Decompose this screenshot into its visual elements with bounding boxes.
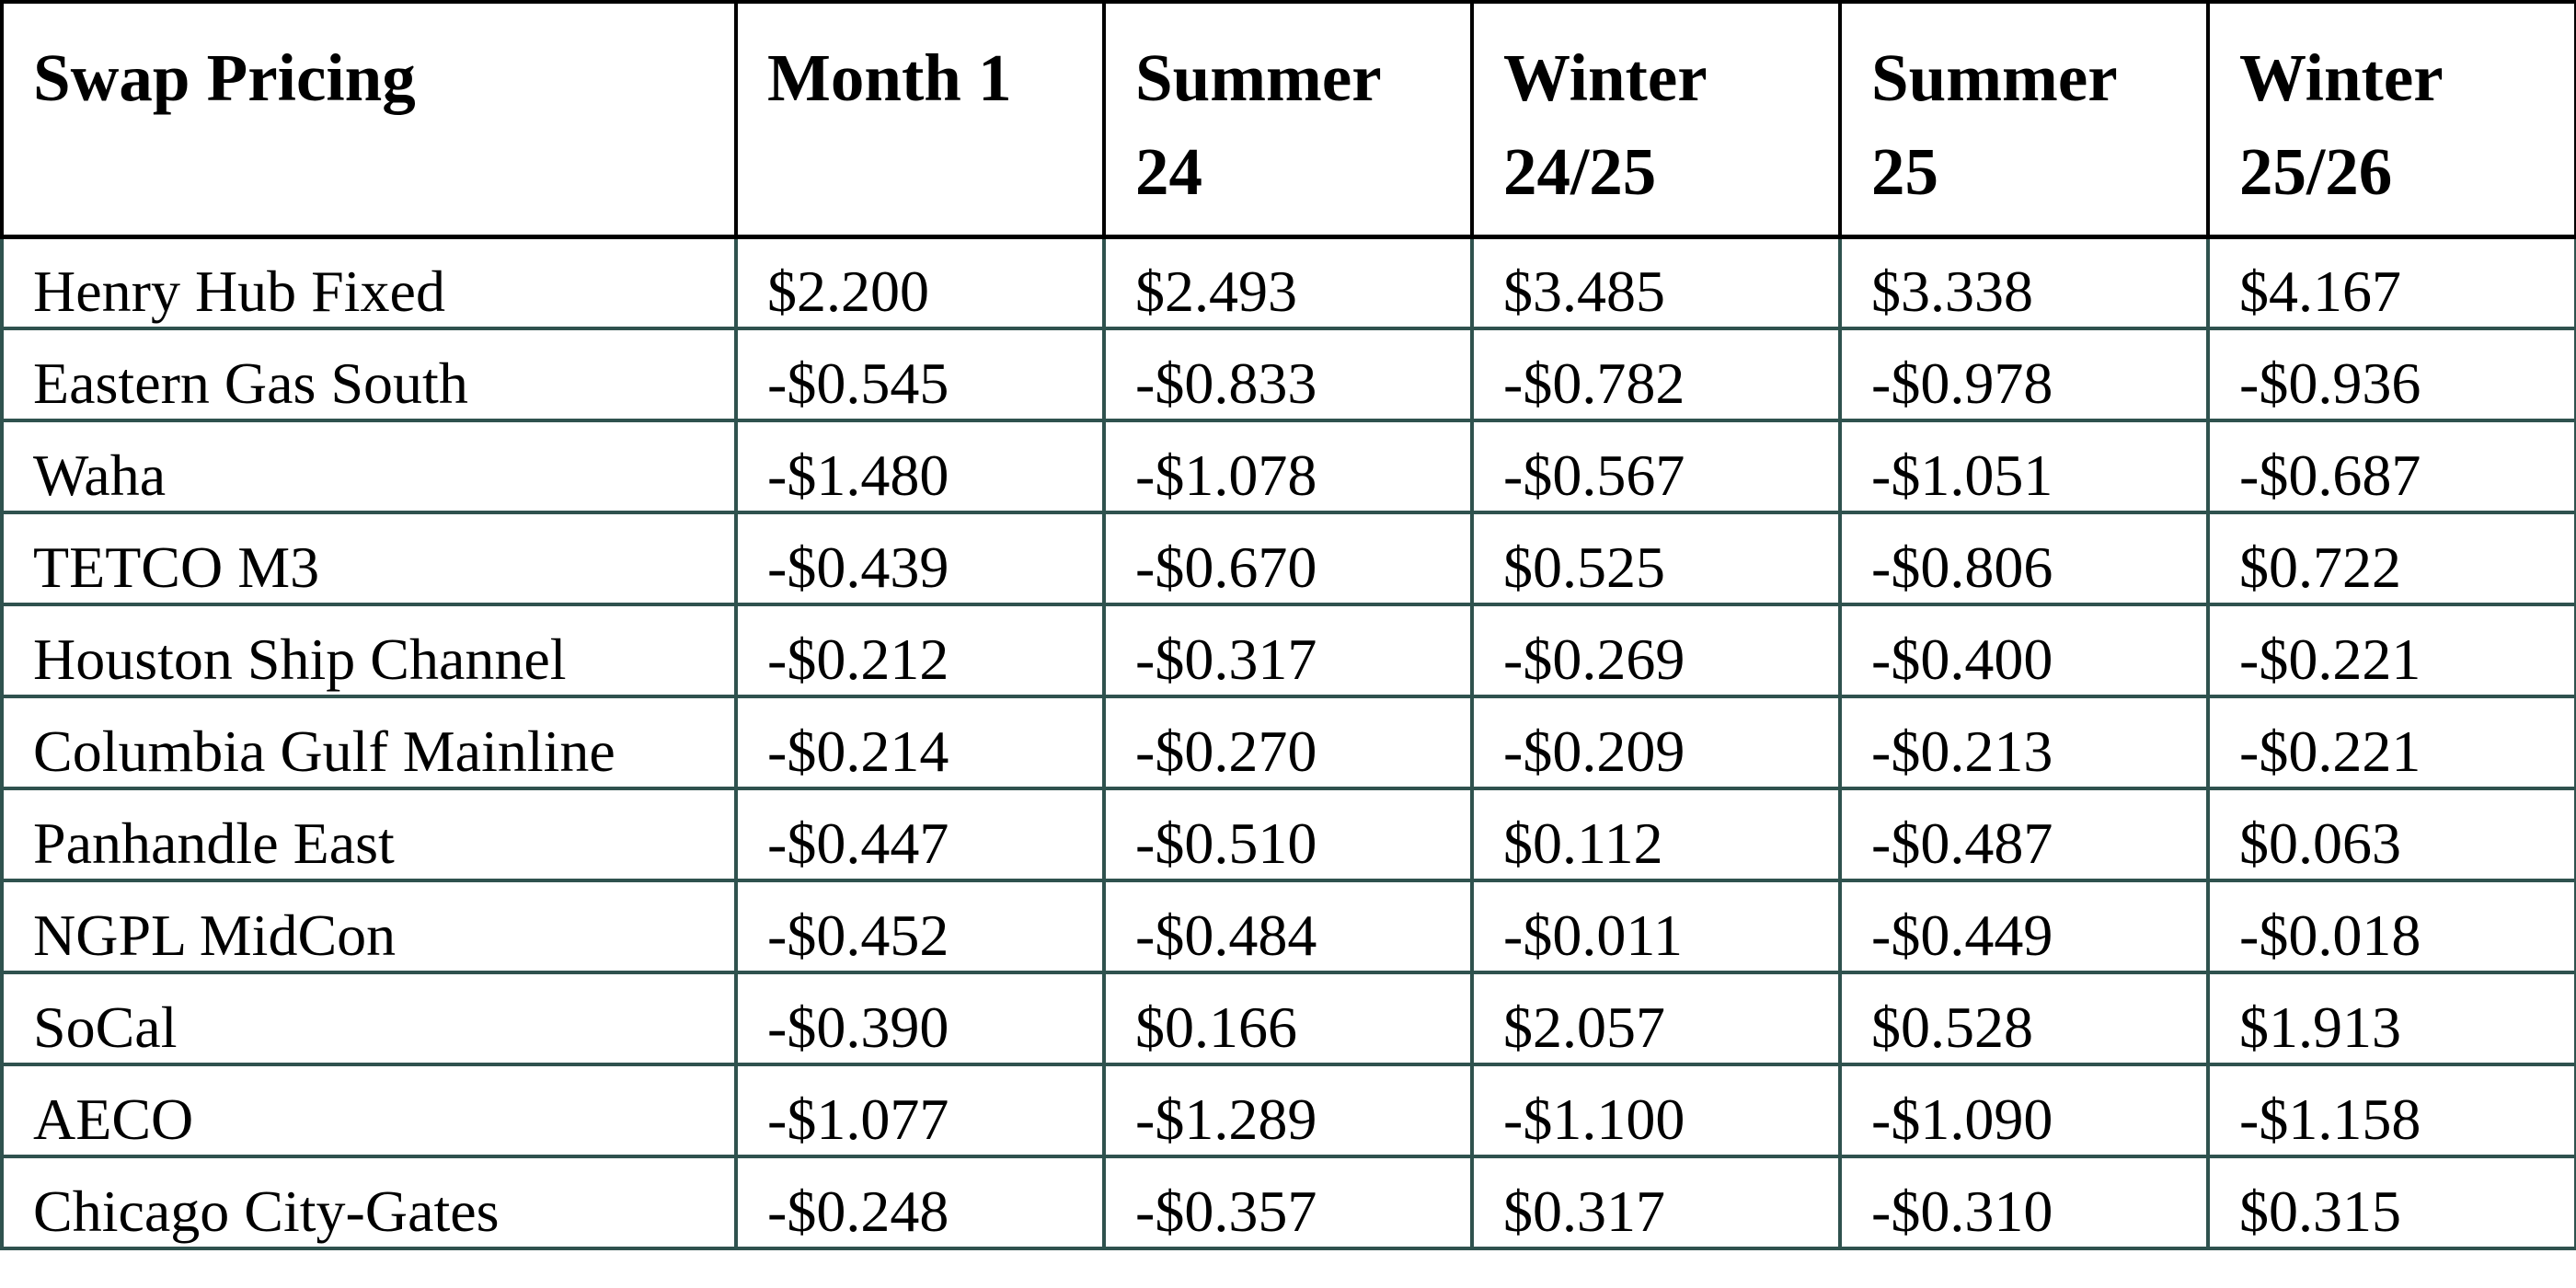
table-row: Waha -$1.480 -$1.078 -$0.567 -$1.051 -$0.687 bbox=[0, 419, 2576, 514]
price-cell: $0.528 bbox=[1838, 971, 2210, 1066]
price-cell: $0.525 bbox=[1470, 511, 1842, 606]
price-cell: -$1.090 bbox=[1838, 1063, 2210, 1158]
price-cell: -$0.487 bbox=[1838, 787, 2210, 882]
price-cell: $1.913 bbox=[2206, 971, 2576, 1066]
price-cell: -$0.806 bbox=[1838, 511, 2210, 606]
price-cell: $4.167 bbox=[2206, 235, 2576, 330]
price-cell: -$0.269 bbox=[1470, 603, 1842, 698]
price-cell: -$0.447 bbox=[734, 787, 1106, 882]
hub-name-cell: AECO bbox=[0, 1063, 738, 1158]
price-cell: -$0.357 bbox=[1102, 1155, 1474, 1250]
hub-name-cell: TETCO M3 bbox=[0, 511, 738, 606]
swap-pricing-table: Swap Pricing Month 1 Summer 24 Winter 24/25… bbox=[0, 0, 2576, 1250]
price-cell: -$0.400 bbox=[1838, 603, 2210, 698]
price-cell: -$1.078 bbox=[1102, 419, 1474, 514]
price-cell: -$0.018 bbox=[2206, 879, 2576, 974]
price-cell: -$1.077 bbox=[734, 1063, 1106, 1158]
price-cell: -$0.221 bbox=[2206, 695, 2576, 790]
hub-name-cell: Eastern Gas South bbox=[0, 327, 738, 422]
header-cell-period: Winter 25/26 bbox=[2206, 0, 2576, 239]
hub-name-cell: Panhandle East bbox=[0, 787, 738, 882]
price-cell: -$0.317 bbox=[1102, 603, 1474, 698]
table-row: Houston Ship Channel -$0.212 -$0.317 -$0.26… bbox=[0, 603, 2576, 698]
table-row: TETCO M3 -$0.439 -$0.670 $0.525 -$0.806 $0.72… bbox=[0, 511, 2576, 606]
header-cell-period: Summer 24 bbox=[1102, 0, 1474, 239]
hub-name-cell: Waha bbox=[0, 419, 738, 514]
hub-name-cell: SoCal bbox=[0, 971, 738, 1066]
hub-name-cell: Henry Hub Fixed bbox=[0, 235, 738, 330]
price-cell: -$0.209 bbox=[1470, 695, 1842, 790]
header-cell-period: Month 1 bbox=[734, 0, 1106, 239]
price-cell: -$0.248 bbox=[734, 1155, 1106, 1250]
price-cell: -$0.221 bbox=[2206, 603, 2576, 698]
hub-name-cell: Chicago City-Gates bbox=[0, 1155, 738, 1250]
price-cell: -$0.545 bbox=[734, 327, 1106, 422]
table-body: Henry Hub Fixed $2.200 $2.493 $3.485 $3.338 $… bbox=[0, 235, 2576, 1250]
price-cell: -$0.782 bbox=[1470, 327, 1842, 422]
price-cell: -$0.212 bbox=[734, 603, 1106, 698]
price-cell: -$1.480 bbox=[734, 419, 1106, 514]
price-cell: -$0.214 bbox=[734, 695, 1106, 790]
price-cell: -$0.449 bbox=[1838, 879, 2210, 974]
hub-name-cell: Houston Ship Channel bbox=[0, 603, 738, 698]
price-cell: -$0.670 bbox=[1102, 511, 1474, 606]
header-cell-period: Winter 24/25 bbox=[1470, 0, 1842, 239]
table-row: Henry Hub Fixed $2.200 $2.493 $3.485 $3.338 $… bbox=[0, 235, 2576, 330]
price-cell: -$0.452 bbox=[734, 879, 1106, 974]
price-cell: $2.200 bbox=[734, 235, 1106, 330]
price-cell: -$1.100 bbox=[1470, 1063, 1842, 1158]
table-row: NGPL MidCon -$0.452 -$0.484 -$0.011 -$0.449-… bbox=[0, 879, 2576, 974]
price-cell: -$0.978 bbox=[1838, 327, 2210, 422]
price-cell: -$0.213 bbox=[1838, 695, 2210, 790]
header-cell-label: Swap Pricing bbox=[0, 0, 738, 239]
table-row: SoCal -$0.390 $0.166 $2.057 $0.528 $1.913 bbox=[0, 971, 2576, 1066]
table-row: Eastern Gas South -$0.545 -$0.833 -$0.782 -$… bbox=[0, 327, 2576, 422]
price-cell: -$0.687 bbox=[2206, 419, 2576, 514]
price-cell: -$0.833 bbox=[1102, 327, 1474, 422]
price-cell: -$0.936 bbox=[2206, 327, 2576, 422]
price-cell: $3.338 bbox=[1838, 235, 2210, 330]
price-cell: -$0.439 bbox=[734, 511, 1106, 606]
hub-name-cell: Columbia Gulf Mainline bbox=[0, 695, 738, 790]
price-cell: -$1.051 bbox=[1838, 419, 2210, 514]
price-cell: -$1.289 bbox=[1102, 1063, 1474, 1158]
price-cell: $3.485 bbox=[1470, 235, 1842, 330]
price-cell: -$0.484 bbox=[1102, 879, 1474, 974]
price-cell: $0.722 bbox=[2206, 511, 2576, 606]
price-cell: -$0.390 bbox=[734, 971, 1106, 1066]
table-row: Columbia Gulf Mainline -$0.214 -$0.270 -$0.… bbox=[0, 695, 2576, 790]
price-cell: $0.315 bbox=[2206, 1155, 2576, 1250]
table-row: AECO -$1.077 -$1.289 -$1.100 -$1.090 -$1.158 bbox=[0, 1063, 2576, 1158]
price-cell: $0.317 bbox=[1470, 1155, 1842, 1250]
table-row: Chicago City-Gates -$0.248 -$0.357 $0.317 -$… bbox=[0, 1155, 2576, 1250]
table-row: Panhandle East -$0.447 -$0.510 $0.112 -$0.48… bbox=[0, 787, 2576, 882]
price-cell: -$0.011 bbox=[1470, 879, 1842, 974]
price-cell: $0.063 bbox=[2206, 787, 2576, 882]
price-cell: $2.057 bbox=[1470, 971, 1842, 1066]
price-cell: $0.112 bbox=[1470, 787, 1842, 882]
price-cell: -$0.310 bbox=[1838, 1155, 2210, 1250]
price-cell: -$0.510 bbox=[1102, 787, 1474, 882]
header-row: Swap Pricing Month 1 Summer 24 Winter 24/25… bbox=[0, 0, 2576, 239]
price-cell: -$1.158 bbox=[2206, 1063, 2576, 1158]
hub-name-cell: NGPL MidCon bbox=[0, 879, 738, 974]
price-cell: -$0.270 bbox=[1102, 695, 1474, 790]
header-cell-period: Summer 25 bbox=[1838, 0, 2210, 239]
price-cell: -$0.567 bbox=[1470, 419, 1842, 514]
price-cell: $0.166 bbox=[1102, 971, 1474, 1066]
price-cell: $2.493 bbox=[1102, 235, 1474, 330]
